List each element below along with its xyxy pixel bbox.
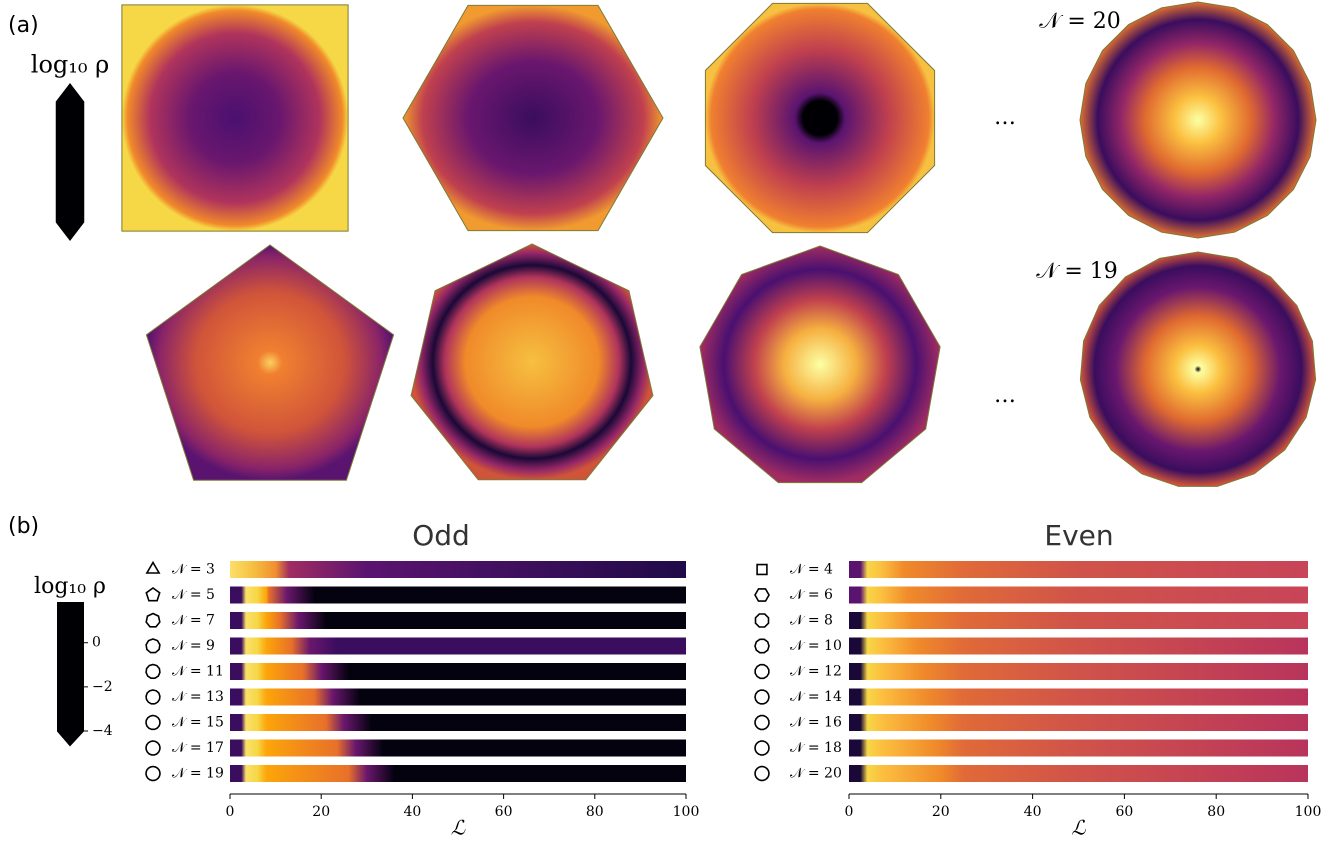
heatmap-strip — [849, 689, 1308, 706]
heatmap-strip — [849, 638, 1308, 655]
x-tick-label: 0 — [226, 804, 235, 820]
row-label: 𝒩 = 20 — [790, 766, 842, 782]
heatmap-strip — [230, 765, 686, 782]
panel-label: (a) — [8, 13, 39, 38]
row-icon — [146, 716, 160, 730]
panel-label: (b) — [8, 514, 39, 539]
heatmap-strip — [230, 561, 686, 578]
row-icon — [146, 665, 160, 679]
row-label: 𝒩 = 12 — [790, 664, 842, 680]
heatmap-strip — [230, 714, 686, 731]
row-label: 𝒩 = 17 — [172, 740, 224, 756]
tick-label: 0 — [92, 635, 101, 651]
row-label: 𝒩 = 18 — [790, 740, 842, 756]
row-label: 𝒩 = 3 — [172, 562, 215, 578]
heatmap-strip — [230, 663, 686, 680]
row-icon — [146, 639, 160, 653]
colorbar-label: log₁₀ ρ — [34, 574, 106, 599]
billiard-image — [705, 3, 934, 232]
row-label: 𝒩 = 6 — [790, 587, 833, 603]
billiard-image — [700, 246, 940, 483]
row-icon — [755, 589, 769, 601]
x-tick-label: 60 — [495, 804, 513, 820]
billiard-image — [146, 245, 393, 480]
billiard-image — [1080, 2, 1316, 238]
x-tick-label: 80 — [1207, 804, 1225, 820]
billiard-image — [403, 5, 663, 230]
x-tick-label: 20 — [312, 804, 330, 820]
row-icon — [755, 665, 769, 679]
billiard-image — [411, 244, 653, 480]
row-icon — [755, 716, 769, 730]
heatmap-strip — [849, 765, 1308, 782]
row-label: 𝒩 = 19 — [172, 766, 224, 782]
row-icon — [755, 690, 769, 704]
tick-label: −2 — [92, 679, 113, 695]
row-icon — [756, 614, 769, 627]
row-label: 𝒩 = 10 — [790, 638, 842, 654]
row-label: 𝒩 = 9 — [172, 638, 215, 654]
ellipsis: … — [994, 383, 1016, 408]
heatmap-strip — [849, 612, 1308, 629]
row-icon — [146, 614, 160, 627]
chart-title: Even — [1044, 519, 1113, 552]
row-icon — [757, 565, 767, 575]
x-axis-label: ℒ — [1071, 816, 1086, 840]
billiard-image — [1080, 252, 1315, 486]
ellipsis: … — [994, 105, 1016, 130]
row-icon — [146, 588, 159, 601]
row-icon — [147, 563, 159, 574]
billiard-image — [122, 5, 348, 231]
heatmap-strip — [849, 663, 1308, 680]
figure: (a) (b) log₁₀ ρ 𝒩 = 20 𝒩 = 19 … … log₁₀ … — [0, 0, 1337, 839]
x-tick-label: 80 — [586, 804, 604, 820]
heatmap-strip — [849, 740, 1308, 757]
x-tick-label: 60 — [1115, 804, 1133, 820]
colorbar — [58, 603, 83, 745]
annotation: 𝒩 = 20 — [1039, 9, 1121, 34]
x-tick-label: 100 — [1295, 804, 1322, 820]
x-tick-label: 20 — [932, 804, 950, 820]
row-icon — [755, 639, 769, 652]
heatmap-strip — [230, 587, 686, 604]
x-tick-label: 40 — [1024, 804, 1042, 820]
row-label: 𝒩 = 11 — [172, 664, 224, 680]
heatmap-strip — [230, 638, 686, 655]
row-label: 𝒩 = 8 — [790, 613, 833, 629]
x-axis-label: ℒ — [451, 816, 466, 840]
row-label: 𝒩 = 15 — [172, 715, 224, 731]
colorbar-label: log₁₀ ρ — [31, 51, 109, 79]
heatmap-strip — [230, 740, 686, 757]
row-icon — [146, 690, 160, 704]
colorbar — [57, 85, 83, 239]
heatmap-strip — [230, 689, 686, 706]
x-tick-label: 100 — [673, 804, 700, 820]
heatmap-strip — [230, 612, 686, 629]
row-label: 𝒩 = 7 — [172, 613, 215, 629]
heatmap-strip — [849, 587, 1308, 604]
row-label: 𝒩 = 13 — [172, 689, 224, 705]
row-label: 𝒩 = 5 — [172, 587, 215, 603]
heatmap-strip — [849, 714, 1308, 731]
row-icon — [146, 741, 160, 755]
heatmap-strip — [849, 561, 1308, 578]
chart-title: Odd — [412, 519, 470, 552]
row-icon — [146, 767, 160, 781]
x-tick-label: 0 — [845, 804, 854, 820]
row-label: 𝒩 = 14 — [790, 689, 842, 705]
row-label: 𝒩 = 4 — [790, 562, 833, 578]
x-tick-label: 40 — [403, 804, 421, 820]
row-label: 𝒩 = 16 — [790, 715, 842, 731]
tick-label: −4 — [92, 723, 113, 739]
row-icon — [755, 767, 769, 781]
row-icon — [755, 741, 769, 755]
annotation: 𝒩 = 19 — [1036, 259, 1118, 284]
